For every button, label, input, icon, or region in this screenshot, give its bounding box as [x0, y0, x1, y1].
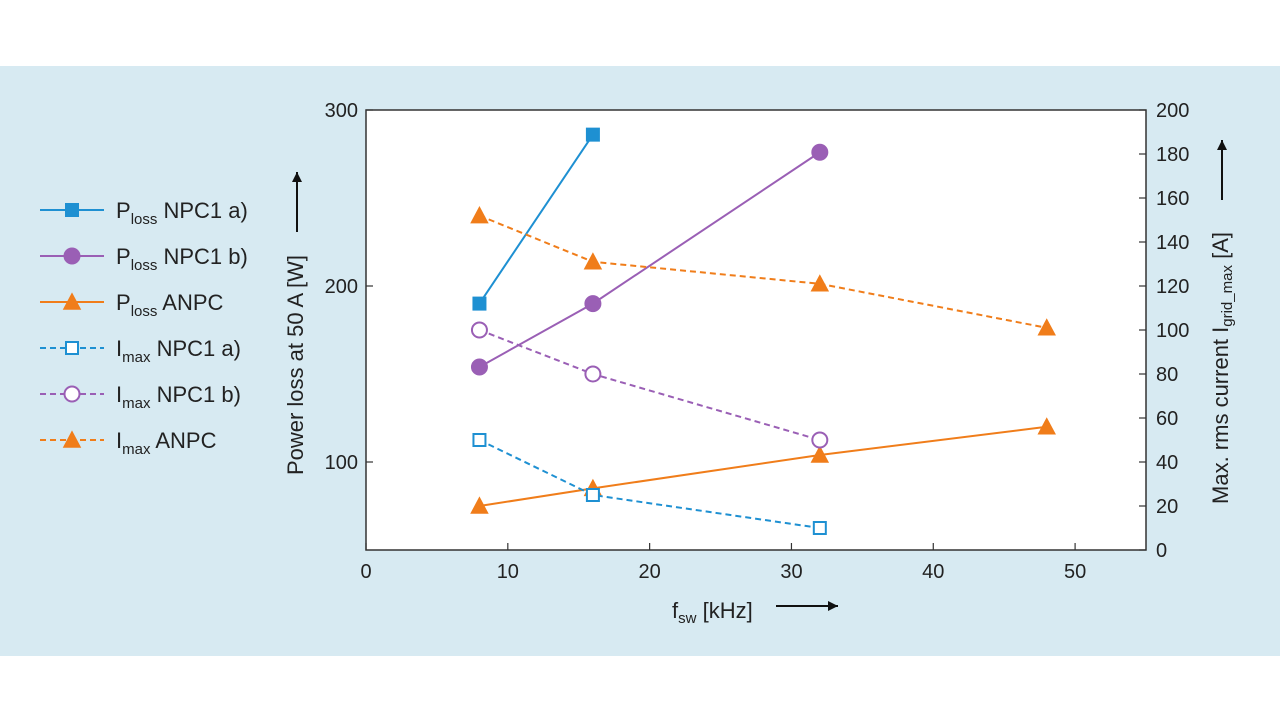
- legend-label: Imax ANPC: [116, 428, 217, 458]
- y-right-tick-label: 20: [1156, 496, 1178, 518]
- series-line: [478, 134, 594, 305]
- series-0: [472, 127, 600, 311]
- legend-label: Ploss NPC1 b): [116, 244, 248, 274]
- legend-item-0: Ploss NPC1 a): [40, 198, 248, 228]
- plot-area: [365, 109, 1147, 551]
- legend-label: Imax NPC1 b): [116, 382, 241, 412]
- data-point: [811, 431, 829, 449]
- legend-item-2: Ploss ANPC: [40, 290, 224, 320]
- legend-label: Imax NPC1 a): [116, 336, 241, 366]
- legend-label: Ploss ANPC: [116, 290, 224, 320]
- data-point: [810, 445, 830, 463]
- x-tick-label: 10: [497, 561, 519, 583]
- y-right-tick-label: 100: [1156, 320, 1189, 342]
- y-left-axis-arrow-head: [292, 172, 302, 182]
- data-point: [1037, 417, 1056, 435]
- y-right-tick-label: 40: [1156, 452, 1178, 474]
- legend-marker: [65, 341, 79, 355]
- legend-marker: [65, 203, 79, 217]
- y-right-tick-label: 140: [1156, 232, 1189, 254]
- y-left-tick-label: 100: [325, 452, 358, 474]
- data-point: [811, 143, 829, 161]
- y-right-tick-label: 0: [1156, 540, 1167, 562]
- data-point: [470, 321, 488, 339]
- legend-label: Ploss NPC1 a): [116, 198, 248, 228]
- x-axis-label: fsw [kHz]: [672, 598, 753, 627]
- y-left-tick-label: 200: [325, 276, 358, 298]
- data-point: [585, 127, 600, 142]
- legend-marker: [62, 430, 82, 448]
- y-right-axis-arrow-head: [1217, 140, 1227, 150]
- series-line: [479, 214, 1047, 329]
- x-axis-arrow-head: [828, 601, 838, 611]
- data-point: [810, 274, 830, 292]
- y-left-tick-label: 300: [325, 100, 358, 122]
- series-1: [470, 143, 829, 376]
- data-point: [472, 296, 487, 311]
- legend-marker: [63, 247, 81, 265]
- data-point: [470, 358, 488, 376]
- legend-marker: [63, 385, 81, 403]
- series-3: [472, 433, 827, 535]
- y-left-axis-label: Power loss at 50 A [W]: [283, 255, 308, 475]
- series-5: [470, 206, 1056, 336]
- data-point: [585, 488, 600, 502]
- data-point: [812, 521, 827, 535]
- legend-item-1: Ploss NPC1 b): [40, 244, 248, 274]
- legend-item-5: Imax ANPC: [40, 428, 217, 458]
- x-tick-label: 40: [922, 561, 944, 583]
- x-tick-label: 30: [780, 561, 802, 583]
- y-right-tick-label: 200: [1156, 100, 1189, 122]
- series-line: [479, 439, 820, 529]
- data-point: [470, 206, 489, 224]
- x-tick-label: 20: [639, 561, 661, 583]
- series-2: [470, 417, 1056, 514]
- legend-marker: [62, 292, 82, 310]
- legend-item-3: Imax NPC1 a): [40, 336, 241, 366]
- data-point: [584, 365, 602, 383]
- data-point: [583, 252, 603, 270]
- x-tick-label: 0: [360, 561, 371, 583]
- x-tick-label: 50: [1064, 561, 1086, 583]
- series-4: [470, 321, 829, 449]
- y-right-axis-label: Max. rms current Igrid_max [A]: [1208, 232, 1236, 504]
- y-right-tick-label: 80: [1156, 364, 1178, 386]
- series-line: [479, 425, 1047, 507]
- y-right-tick-label: 120: [1156, 276, 1189, 298]
- data-point: [1037, 318, 1056, 336]
- data-point: [472, 433, 487, 447]
- y-right-tick-label: 60: [1156, 408, 1178, 430]
- data-point: [470, 496, 489, 514]
- y-right-tick-label: 180: [1156, 144, 1189, 166]
- y-right-tick-label: 160: [1156, 188, 1189, 210]
- data-point: [584, 295, 602, 313]
- legend-item-4: Imax NPC1 b): [40, 382, 241, 412]
